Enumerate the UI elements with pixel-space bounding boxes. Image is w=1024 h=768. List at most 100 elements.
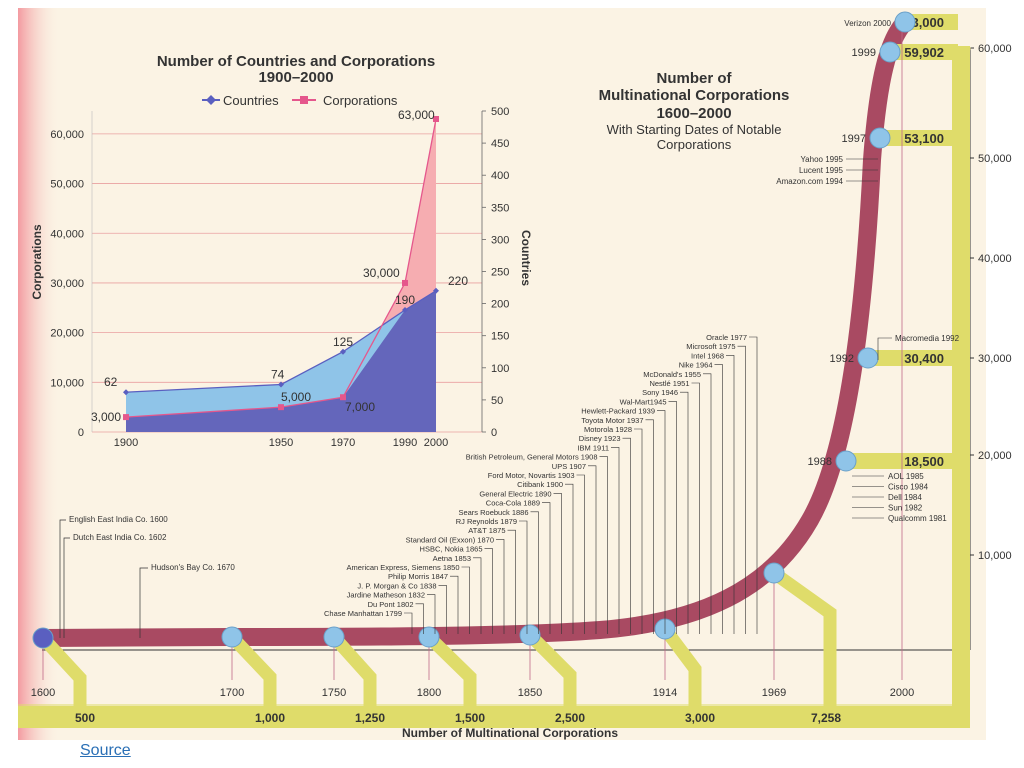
milestone-count: 30,400: [904, 351, 944, 366]
annotation-leader: [611, 447, 620, 634]
inset-right-tick-label: 400: [491, 170, 509, 182]
annotation-mid: Sears Roebuck 1886: [458, 508, 528, 517]
inset-right-tick-label: 450: [491, 138, 509, 150]
annotation-leader: [415, 603, 424, 634]
annotation-mid: Philip Morris 1847: [388, 572, 448, 581]
main-y-tick-label: 60,000: [978, 43, 1012, 55]
annotation-leader: [59, 519, 66, 638]
annotation-early: English East India Co. 1600: [69, 515, 168, 524]
inset-right-tick-label: 150: [491, 331, 509, 343]
main-y-tick-label: 40,000: [978, 253, 1012, 265]
inset-right-tick-label: 200: [491, 299, 509, 311]
milestone-connector: [770, 567, 837, 706]
countries-point: [402, 307, 408, 314]
milestone-point: [519, 624, 541, 646]
annotation-leader: [507, 529, 516, 634]
annotation-leader: [691, 382, 700, 634]
milestone-connector: [525, 630, 577, 706]
source-link[interactable]: Source: [80, 742, 131, 759]
main-x-tick-label: 1700: [220, 687, 244, 699]
annotation-mid: J. P. Morgan & Co 1838: [357, 581, 436, 590]
annotation-leader: [749, 336, 758, 634]
main-x-tick-label: 1800: [417, 687, 441, 699]
milestone-connector: [38, 633, 87, 706]
annotation-mid: Disney 1923: [579, 434, 621, 443]
milestone-count: 3,000: [685, 711, 715, 725]
milestone-point: [221, 626, 243, 648]
inset-chart: Number of Countries and Corporations1900…: [30, 53, 533, 449]
milestone-count: 1,500: [455, 711, 485, 725]
inset-title: Number of Countries and Corporations: [157, 53, 435, 70]
inset-x-tick-label: 2000: [424, 437, 448, 449]
pink-edge: [18, 8, 58, 740]
inset-x-tick-label: 1990: [393, 437, 417, 449]
main-x-tick-label: 1969: [762, 687, 786, 699]
inset-subtitle: 1900–2000: [258, 69, 333, 86]
inset-left-tick-label: 40,000: [50, 228, 84, 240]
annotation-leader: [496, 539, 505, 634]
main-title: Number of: [657, 70, 733, 87]
annotation-mid: American Express, Siemens 1850: [347, 563, 460, 572]
annotation-late-high: Lucent 1995: [799, 166, 844, 175]
milestone-count: 1,250: [355, 711, 385, 725]
annotation-early: Dutch East India Co. 1602: [73, 533, 167, 542]
poster-chart: Number of Countries and Corporations1900…: [18, 8, 1012, 740]
milestone-connector: [329, 632, 377, 706]
annotation-leader: [737, 345, 746, 634]
annotation-leader: [657, 410, 666, 634]
milestone-connector: [659, 625, 702, 706]
main-title-part: Multinational Corporations: [599, 87, 790, 104]
annotation-mid: Jardine Matheson 1832: [347, 591, 425, 600]
milestone-point: [418, 626, 440, 648]
annotation-mid: Intel 1968: [691, 351, 724, 360]
countries-point: [123, 389, 129, 396]
milestone-count: 500: [75, 711, 95, 725]
annotation-late-low: Dell 1984: [888, 493, 922, 502]
annotation-leader: [703, 373, 712, 634]
countries-data-label: 62: [104, 375, 118, 389]
milestone-year: 1992: [830, 353, 854, 365]
milestone-count: 7,258: [811, 711, 841, 725]
inset-left-tick-label: 30,000: [50, 278, 84, 290]
annotation-leader: [473, 557, 482, 634]
annotation-late-low: Cisco 1984: [888, 483, 929, 492]
countries-data-label: 125: [333, 335, 353, 349]
inset-left-tick-label: 0: [78, 427, 84, 439]
milestone-point: [835, 450, 857, 472]
corporations-point: [433, 116, 439, 122]
annotation-mid: British Petroleum, General Motors 1908: [466, 453, 598, 462]
milestone-connector: [227, 632, 277, 706]
annotation-mid: Motorola 1928: [584, 425, 632, 434]
milestone-point: [894, 11, 916, 33]
countries-point: [278, 381, 284, 388]
milestone-count: 2,500: [555, 711, 585, 725]
corporations-point: [278, 404, 284, 411]
annotation-mid: RJ Reynolds 1879: [456, 517, 517, 526]
milestone-point: [857, 347, 879, 369]
milestone-point: [323, 626, 345, 648]
annotation-leader: [877, 337, 892, 360]
corporations-data-label: 5,000: [281, 390, 311, 404]
annotation-mid: Wal-Mart1945: [620, 397, 667, 406]
milestone-bar: [890, 44, 958, 60]
milestone-count: 1,000: [255, 711, 285, 725]
main-x-tick-label: 1914: [653, 687, 677, 699]
milestone-connector: [424, 632, 477, 706]
main-x-tick-label: 2000: [890, 687, 914, 699]
inset-x-tick-label: 1900: [114, 437, 138, 449]
inset-right-tick-label: 300: [491, 234, 509, 246]
main-x-axis-label: Number of Multinational Corporations: [402, 726, 618, 740]
milestone-point: [869, 127, 891, 149]
annotation-leader: [588, 465, 597, 634]
inset-right-tick-label: 0: [491, 427, 497, 439]
annotation-mid: Oracle 1977: [706, 333, 747, 342]
annotation-leader: [438, 585, 447, 634]
annotation-leader: [404, 612, 413, 634]
annotation-leader: [63, 537, 70, 638]
annotation-mid: Citibank 1900: [517, 480, 563, 489]
corporations-point: [123, 414, 129, 421]
countries-point: [433, 287, 439, 294]
inset-x-tick-label: 1970: [331, 437, 355, 449]
main-y-tick-label: 50,000: [978, 153, 1012, 165]
